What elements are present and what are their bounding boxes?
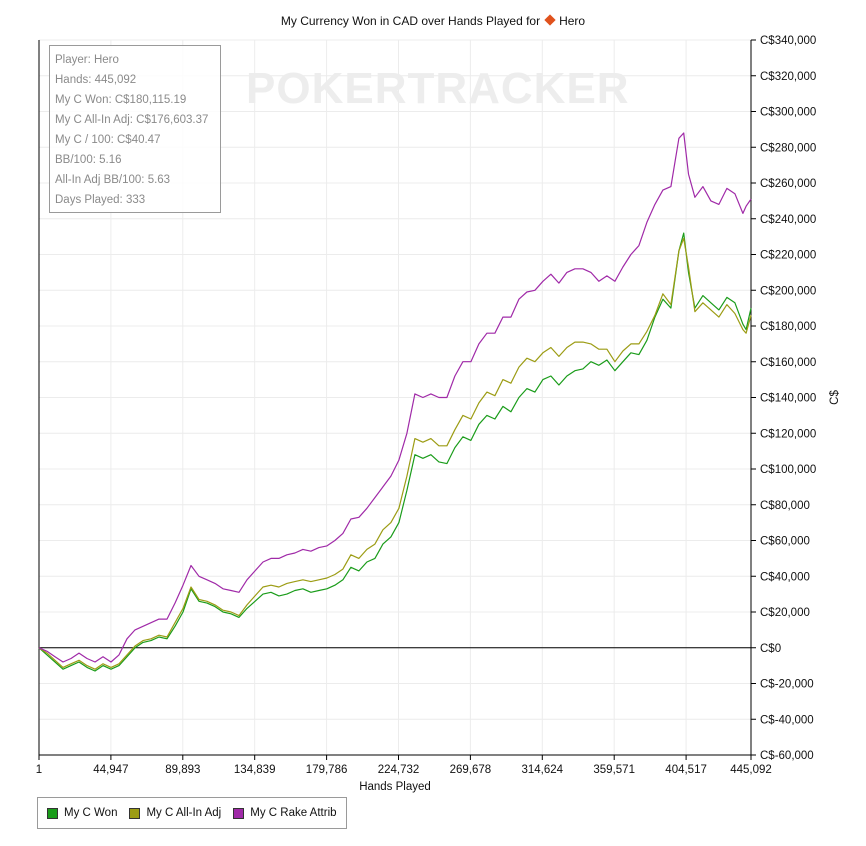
legend-label: My C All-In Adj	[146, 807, 222, 819]
legend-label: My C Rake Attrib	[250, 807, 337, 819]
y-tick-label: C$240,000	[760, 214, 816, 226]
stats-box: Player: Hero Hands: 445,092 My C Won: C$…	[49, 45, 221, 213]
stat-line: My C Won: C$180,115.19	[55, 94, 187, 106]
y-tick-label: C$0	[760, 643, 781, 655]
x-axis-title: Hands Played	[359, 781, 431, 793]
stat-line: My C / 100: C$40.47	[55, 134, 161, 146]
x-tick-label: 445,092	[730, 764, 772, 776]
legend-swatch	[129, 807, 141, 819]
chart-title-text: My Currency Won in CAD over Hands Played…	[280, 14, 541, 28]
legend-item-won[interactable]: My C Won	[47, 807, 117, 819]
y-tick-label: C$340,000	[760, 35, 816, 47]
stat-line: Days Played: 333	[55, 194, 146, 206]
series-line-my-c-rake-attrib	[38, 132, 752, 663]
y-tick-label: C$280,000	[760, 142, 816, 154]
y-tick-label: C$220,000	[760, 250, 816, 262]
y-tick-label: C$100,000	[760, 464, 816, 476]
y-tick-label: C$-40,000	[760, 714, 814, 726]
chart-plot: C$340,000C$320,000C$300,000C$280,000C$26…	[36, 35, 841, 793]
x-tick-label: 44,947	[93, 764, 128, 776]
y-tick-label: C$260,000	[760, 178, 816, 190]
x-tick-label: 314,624	[522, 764, 564, 776]
y-tick-label: C$-60,000	[760, 750, 814, 762]
legend-item-rake-attrib[interactable]: My C Rake Attrib	[233, 807, 337, 819]
x-tick-label: 359,571	[593, 764, 635, 776]
y-tick-label: C$200,000	[760, 285, 816, 297]
stat-line: Hands: 445,092	[55, 74, 137, 86]
x-tick-label: 134,839	[234, 764, 276, 776]
y-tick-label: C$20,000	[760, 607, 810, 619]
y-tick-label: C$140,000	[760, 393, 816, 405]
y-tick-label: C$300,000	[760, 107, 816, 119]
legend-item-allin-adj[interactable]: My C All-In Adj	[129, 807, 221, 819]
stat-line: All-In Adj BB/100: 5.63	[55, 174, 171, 186]
chart-legend: My C Won My C All-In Adj My C Rake Attri…	[37, 797, 347, 829]
y-tick-label: C$180,000	[760, 321, 816, 333]
stat-line: BB/100: 5.16	[55, 154, 122, 166]
series-line-my-c-all-in-adj	[38, 237, 752, 670]
x-tick-label: 1	[36, 764, 42, 776]
y-tick-label: C$120,000	[760, 428, 816, 440]
y-tick-label: C$320,000	[760, 71, 816, 83]
stat-line: My C All-In Adj: C$176,603.37	[55, 114, 209, 126]
legend-swatch	[233, 807, 245, 819]
x-tick-label: 404,517	[665, 764, 707, 776]
x-tick-label: 89,893	[165, 764, 200, 776]
series-line-my-c-won	[38, 232, 752, 672]
y-tick-label: C$80,000	[760, 500, 810, 512]
y-tick-label: C$160,000	[760, 357, 816, 369]
chart-title: My Currency Won in CAD over Hands Played…	[0, 14, 866, 28]
x-tick-label: 179,786	[306, 764, 348, 776]
x-tick-label: 224,732	[378, 764, 420, 776]
y-axis-title: C$	[829, 390, 841, 405]
stat-line: Player: Hero	[55, 54, 119, 66]
x-tick-label: 269,678	[450, 764, 492, 776]
y-tick-label: C$60,000	[760, 536, 810, 548]
chart-title-player: Hero	[559, 14, 586, 28]
legend-swatch	[47, 807, 58, 819]
y-tick-label: C$40,000	[760, 571, 810, 583]
legend-label: My C Won	[64, 807, 118, 819]
y-tick-label: C$-20,000	[760, 679, 814, 691]
